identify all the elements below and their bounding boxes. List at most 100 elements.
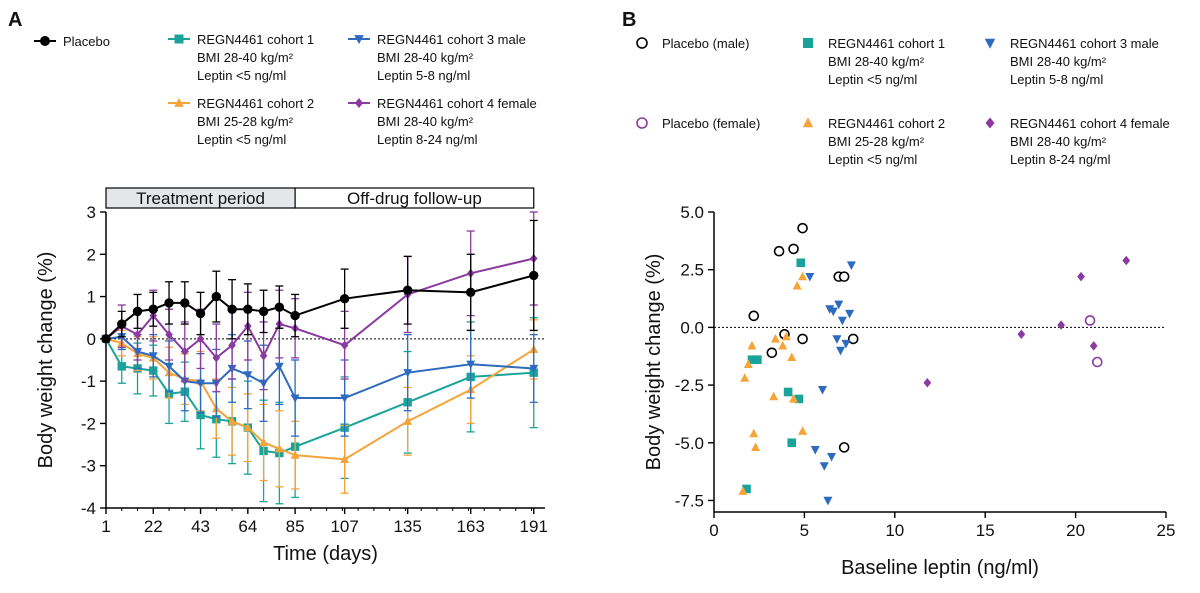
scatter-point-placebo <box>766 347 778 359</box>
legend-label-cohort4-line: Leptin 8-24 ng/ml <box>377 132 478 147</box>
scatter-point-placebo <box>838 271 850 282</box>
panel-a-label: A <box>8 9 22 31</box>
data-point-cohort4 <box>133 330 142 340</box>
scatter-point-cohort4 <box>1089 341 1098 351</box>
scatter-point-cohort1 <box>794 394 804 404</box>
y-tick-label: 1 <box>87 288 96 307</box>
scatter-point-cohort3 <box>832 335 842 344</box>
scatter-point-placebo <box>847 333 859 345</box>
data-point-placebo <box>274 302 285 312</box>
legend-label-cohort2: REGN4461 cohort 2 BMI 25-28 kg/m² Leptin <… <box>197 96 314 147</box>
legend-label-b-cohort4-line: Leptin 8-24 ng/ml <box>1010 152 1111 167</box>
data-point-cohort3 <box>290 394 300 403</box>
legend-entry-b-placebo_female: Placebo (female) <box>636 116 760 131</box>
data-point-placebo <box>243 304 253 314</box>
data-point-cohort3 <box>529 364 539 374</box>
legend-label-cohort3-line: Leptin 5-8 ng/ml <box>377 68 470 83</box>
legend-label-cohort2-line: Leptin <5 ng/ml <box>197 132 286 147</box>
legend-label-b-cohort2-line: REGN4461 cohort 2 <box>828 116 945 131</box>
data-point-cohort2 <box>259 437 268 447</box>
x-tick-label-b: 25 <box>1157 521 1176 540</box>
legend-marker-cohort1 <box>174 34 184 44</box>
scatter-point-cohort3 <box>834 300 844 310</box>
scatter-point-cohort2 <box>792 280 802 290</box>
data-point-placebo <box>466 287 476 298</box>
x-tick-label: 43 <box>191 517 210 536</box>
x-axis-title: Time (days) <box>273 543 378 565</box>
y-tick-label-b: -5.0 <box>675 434 704 453</box>
period-bar: Treatment period Off-drug follow-up <box>105 187 535 209</box>
y-tick-label: 0 <box>87 330 96 349</box>
data-point-cohort4 <box>340 340 349 350</box>
data-point-placebo <box>132 306 143 317</box>
legend-label-placebo: Placebo <box>63 34 110 49</box>
scatter-point-cohort4 <box>1122 255 1131 266</box>
data-point-cohort2 <box>274 443 284 453</box>
data-point-placebo <box>148 304 158 314</box>
data-point-cohort3 <box>148 352 158 361</box>
scatter-point-placebo <box>788 243 799 255</box>
scatter-point-placebo <box>797 222 808 234</box>
legend-label-cohort3: REGN4461 cohort 3 male BMI 28-40 kg/m² Lep… <box>377 32 526 83</box>
data-point-placebo <box>180 298 190 308</box>
scatter-point-cohort1 <box>796 258 806 268</box>
panel-b-legend: Placebo (male) REGN4461 cohort 1 BMI 28-40… <box>636 36 1170 167</box>
legend-entry-cohort1: REGN4461 cohort 1 BMI 28-40 kg/m² Leptin <… <box>168 32 314 83</box>
y-tick-label-b: -2.5 <box>675 376 704 395</box>
legend-label-b-cohort1-line: Leptin <5 ng/ml <box>828 72 917 87</box>
scatter-point-cohort4 <box>1077 271 1085 282</box>
legend-label-b-cohort1-line: REGN4461 cohort 1 <box>828 36 945 51</box>
data-point-placebo <box>164 298 174 308</box>
legend-marker-b-cohort4 <box>985 117 995 129</box>
scatter-point-cohort2 <box>778 340 788 350</box>
legend-label-b-cohort4: REGN4461 cohort 4 female BMI 28-40 kg/m² L… <box>1010 116 1170 167</box>
legend-label-b-placebo: Placebo (male) <box>662 36 749 51</box>
scatter-point-cohort4 <box>1017 329 1026 340</box>
data-point-cohort3 <box>196 379 205 389</box>
period-label-treatment: Treatment period <box>136 189 265 208</box>
x-tick-label: 135 <box>393 517 421 536</box>
legend-label-b-cohort3-line: BMI 28-40 kg/m² <box>1010 54 1107 69</box>
legend-entry-b-cohort4: REGN4461 cohort 4 female BMI 28-40 kg/m² L… <box>985 116 1170 167</box>
y-tick-label: -2 <box>81 414 96 433</box>
scatter-point-cohort3 <box>827 452 837 462</box>
scatter-point-cohort2 <box>770 333 780 343</box>
scatter-point-cohort3 <box>828 307 838 317</box>
scatter-point-cohort3 <box>846 261 856 271</box>
scatter-point-cohort2 <box>749 428 759 438</box>
data-point-cohort2 <box>340 454 350 463</box>
data-point-placebo <box>529 270 539 281</box>
legend-label-cohort1: REGN4461 cohort 1 BMI 28-40 kg/m² Leptin <… <box>197 32 314 83</box>
scatter-point-cohort1 <box>753 355 762 364</box>
x-tick-label-b: 20 <box>1066 521 1085 540</box>
y-tick-label: -3 <box>81 457 96 476</box>
scatter-series-cohort1 <box>742 258 806 494</box>
data-point-cohort3 <box>340 394 350 403</box>
scatter-point-cohort2 <box>787 352 797 362</box>
legend-entry-cohort4: REGN4461 cohort 4 female BMI 28-40 kg/m² L… <box>348 96 537 147</box>
x-tick-label-b: 15 <box>976 521 995 540</box>
scatter-point-cohort3 <box>817 386 827 395</box>
legend-label-b-cohort3: REGN4461 cohort 3 male BMI 28-40 kg/m² Lep… <box>1010 36 1159 87</box>
data-point-cohort4 <box>181 346 189 357</box>
legend-label-b-cohort4-line: BMI 28-40 kg/m² <box>1010 134 1107 149</box>
x-axis-title-b: Baseline leptin (ng/ml) <box>841 557 1039 579</box>
legend-label-b-placebo_female-line: Placebo (female) <box>662 116 760 131</box>
scatter-point-cohort3 <box>823 496 833 506</box>
series-cohort1 <box>101 317 538 505</box>
data-point-placebo <box>117 319 127 329</box>
scatter-point-cohort2 <box>743 359 753 368</box>
data-point-cohort4 <box>228 340 236 350</box>
x-tick-label-b: 10 <box>885 521 904 540</box>
legend-marker-b-cohort1 <box>803 38 813 48</box>
scatter-point-cohort2 <box>789 393 799 403</box>
legend-marker-cohort4 <box>354 98 364 108</box>
legend-label-b-cohort1-line: BMI 28-40 kg/m² <box>828 54 925 69</box>
scatter-point-cohort1 <box>787 438 797 448</box>
legend-label-cohort3-line: BMI 28-40 kg/m² <box>377 50 474 65</box>
data-point-cohort3 <box>274 362 284 372</box>
y-tick-label: 2 <box>87 245 96 264</box>
y-tick-label: 3 <box>87 203 96 222</box>
scatter-point-placebo_female <box>1084 315 1096 326</box>
period-label-followup: Off-drug follow-up <box>347 189 482 208</box>
